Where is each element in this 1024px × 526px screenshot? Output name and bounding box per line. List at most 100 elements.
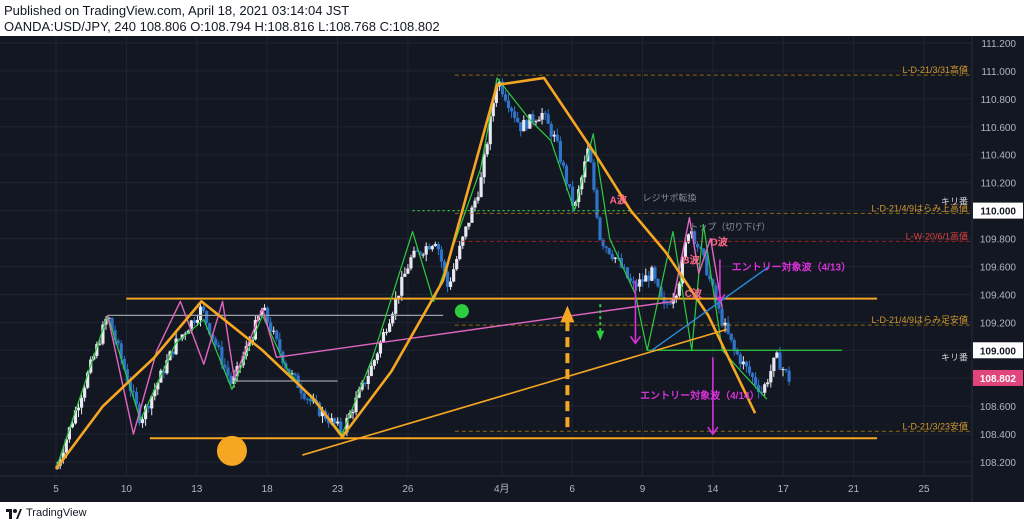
candle-body bbox=[772, 357, 776, 372]
candle-body bbox=[467, 222, 471, 227]
candle-body bbox=[232, 376, 236, 384]
candle-body bbox=[275, 330, 279, 340]
published-line: Published on TradingView.com, April 18, … bbox=[4, 3, 350, 18]
x-tick-label: 14 bbox=[707, 484, 719, 495]
candle-body bbox=[290, 373, 294, 375]
x-tick-label: 6 bbox=[569, 484, 575, 495]
candle-body bbox=[144, 405, 148, 420]
candle-body bbox=[631, 281, 636, 284]
candle-body bbox=[253, 319, 258, 340]
candle-body bbox=[647, 275, 651, 281]
candle-body bbox=[433, 243, 437, 247]
candle-body bbox=[281, 351, 285, 364]
level-label: L-D-21/3/31高値 bbox=[902, 64, 968, 75]
candle-body bbox=[753, 377, 758, 386]
candle-body bbox=[555, 134, 559, 141]
candle-body bbox=[214, 339, 218, 346]
candle-body bbox=[757, 385, 761, 392]
candle-body bbox=[604, 246, 608, 249]
candle-body bbox=[134, 391, 139, 405]
candle-body bbox=[403, 273, 407, 277]
y-tick-label: 110.400 bbox=[981, 151, 1017, 162]
wave-label: D波 bbox=[711, 236, 729, 249]
candle-body bbox=[140, 419, 145, 424]
candle-body bbox=[394, 297, 398, 314]
candle-body bbox=[659, 286, 663, 297]
level-label: L-D-21/4/9はらみ足安値 bbox=[871, 314, 968, 325]
candle-body bbox=[247, 342, 251, 347]
candle-body bbox=[162, 370, 166, 374]
y-tick-label: 108.200 bbox=[980, 458, 1017, 469]
candle-body bbox=[269, 322, 273, 332]
orange-trendline bbox=[302, 328, 728, 456]
candle-body bbox=[131, 390, 136, 392]
last-price-badge-bg bbox=[973, 369, 1023, 386]
candle-body bbox=[339, 421, 343, 433]
candle-body bbox=[387, 323, 392, 332]
candle-body bbox=[430, 246, 434, 250]
candle-body bbox=[302, 393, 306, 399]
candle-body bbox=[363, 382, 367, 384]
candle-body bbox=[415, 250, 419, 252]
candle-body bbox=[439, 249, 444, 262]
candle-body bbox=[567, 184, 572, 187]
annotation-label: エントリー対象波（4/14） bbox=[640, 389, 759, 402]
candle-body bbox=[665, 303, 669, 305]
candle-body bbox=[592, 162, 596, 190]
candle-body bbox=[189, 320, 193, 331]
candle-body bbox=[372, 360, 376, 366]
candle-body bbox=[531, 114, 535, 123]
candle-body bbox=[400, 276, 404, 296]
candle-body bbox=[354, 397, 358, 413]
candle-body bbox=[628, 278, 633, 282]
candle-body bbox=[98, 343, 102, 345]
candle-body bbox=[564, 165, 569, 185]
candle-body bbox=[528, 114, 532, 129]
chart-area[interactable]: 108.200108.400108.600108.800109.000109.2… bbox=[0, 36, 1024, 502]
candle-body bbox=[171, 351, 175, 355]
round-number-tag-bg bbox=[973, 342, 1023, 359]
candle-body bbox=[729, 333, 733, 341]
candle-body bbox=[238, 365, 242, 367]
candle-body bbox=[116, 340, 120, 344]
candle-body bbox=[147, 405, 151, 409]
candle-body bbox=[378, 341, 383, 354]
candle-body bbox=[448, 281, 453, 287]
candle-body bbox=[122, 358, 126, 370]
level-label: L-D-21/3/23安値 bbox=[902, 420, 968, 431]
candle-body bbox=[79, 397, 84, 408]
candle-body bbox=[220, 347, 224, 365]
candle-body bbox=[424, 246, 428, 255]
candle-body bbox=[262, 307, 267, 311]
price-chart[interactable]: 108.200108.400108.600108.800109.000109.2… bbox=[0, 36, 1024, 502]
candle-body bbox=[293, 373, 297, 376]
candle-body bbox=[720, 308, 724, 326]
candle-body bbox=[723, 322, 727, 326]
candle-body bbox=[613, 257, 617, 259]
candle-body bbox=[195, 319, 200, 323]
candle-body bbox=[513, 111, 517, 118]
level-label: L-D-21/4/9はらみ上高値 bbox=[871, 202, 968, 213]
candle-body bbox=[406, 268, 410, 274]
candle-body bbox=[503, 94, 508, 101]
candle-body bbox=[326, 419, 331, 424]
candle-body bbox=[705, 255, 709, 276]
candle-body bbox=[741, 361, 745, 365]
candle-body bbox=[766, 382, 770, 385]
candle-body bbox=[125, 369, 129, 382]
candle-body bbox=[717, 301, 721, 309]
annotation-label: レジサポ転換 bbox=[642, 192, 696, 203]
candle-body bbox=[165, 360, 169, 374]
candle-body bbox=[714, 285, 718, 302]
candle-body bbox=[680, 257, 684, 284]
y-tick-label: 110.200 bbox=[981, 179, 1017, 190]
candle-body bbox=[692, 231, 697, 244]
annotation-label: エントリー対象波（4/13） bbox=[732, 261, 851, 274]
candle-body bbox=[113, 330, 117, 341]
candle-body bbox=[625, 267, 630, 279]
candle-body bbox=[750, 373, 755, 378]
candle-body bbox=[479, 177, 483, 197]
candle-body bbox=[229, 375, 233, 384]
candle-body bbox=[543, 112, 547, 115]
candle-body bbox=[464, 226, 468, 237]
